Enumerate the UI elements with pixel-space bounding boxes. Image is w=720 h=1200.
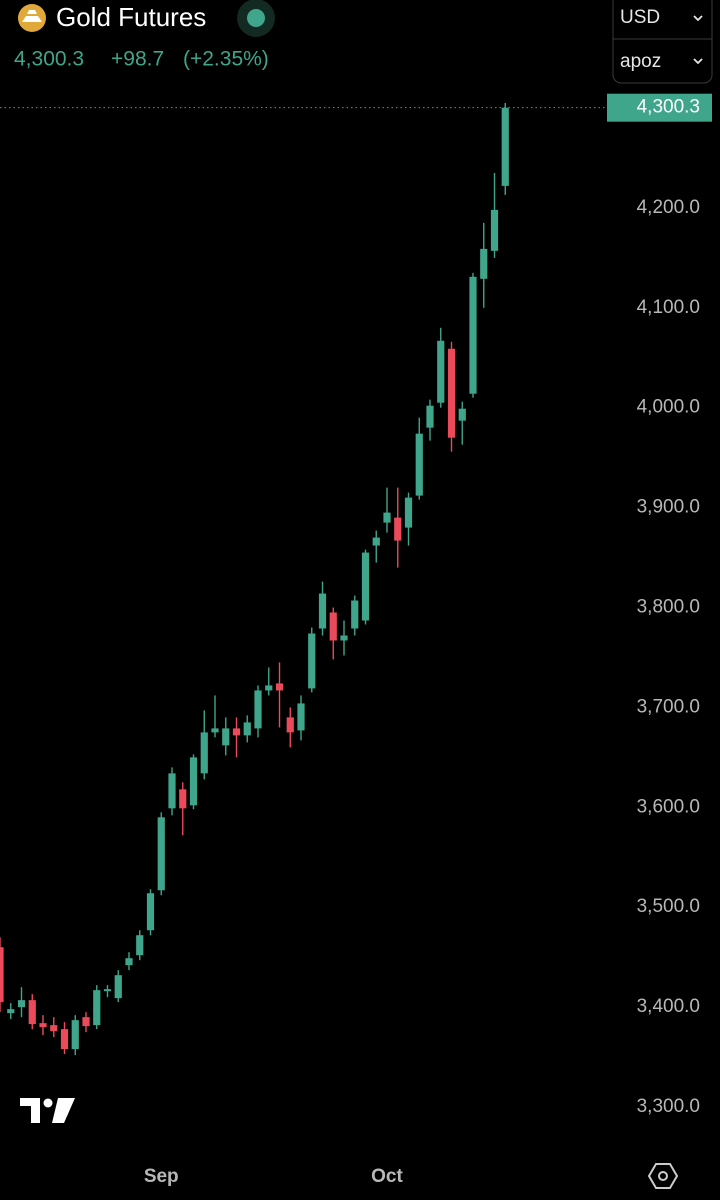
candle-body xyxy=(394,517,402,541)
tradingview-logo xyxy=(20,1098,75,1123)
candle-body xyxy=(318,593,327,629)
candle-body xyxy=(146,893,155,931)
candle-body xyxy=(200,732,208,774)
y-tick-label: 3,500.0 xyxy=(637,896,700,917)
change: +98.7 xyxy=(111,48,164,71)
last-price-label: 4,300.3 xyxy=(637,97,700,118)
candle-body xyxy=(189,757,198,806)
candle-body xyxy=(286,717,294,733)
candle-body xyxy=(39,1023,47,1028)
candle-body xyxy=(243,722,251,736)
candle-body xyxy=(340,635,348,641)
settings-icon[interactable] xyxy=(647,1163,679,1189)
candle-body xyxy=(17,1000,26,1008)
y-tick-label: 3,900.0 xyxy=(637,497,700,518)
y-tick-label: 3,700.0 xyxy=(637,696,700,717)
unit-select[interactable]: apoz xyxy=(620,51,661,72)
y-tick-label: 4,000.0 xyxy=(637,397,700,418)
candle-body xyxy=(114,975,122,999)
candle-body xyxy=(361,552,370,621)
candle-body xyxy=(222,728,230,746)
candle-body xyxy=(50,1025,58,1032)
candle-body xyxy=(308,633,316,689)
candle-body xyxy=(211,728,219,733)
logo-icon xyxy=(22,10,42,22)
candle-body xyxy=(265,685,273,691)
candle-body xyxy=(103,989,112,992)
y-tick-label: 3,600.0 xyxy=(637,796,700,817)
x-tick-label: Oct xyxy=(371,1166,403,1187)
candle-body xyxy=(93,990,101,1026)
candle-body xyxy=(372,537,380,546)
candle-body xyxy=(437,340,445,403)
candle-body xyxy=(125,958,133,966)
y-tick-label: 4,100.0 xyxy=(637,297,700,318)
candle-body xyxy=(179,789,187,809)
candle-body xyxy=(254,690,262,729)
y-tick-label: 4,200.0 xyxy=(637,197,700,218)
candle-body xyxy=(351,600,359,629)
status-dot xyxy=(247,9,265,27)
candle-body xyxy=(71,1020,79,1050)
chevrons xyxy=(693,15,703,65)
candle-body xyxy=(232,728,241,736)
y-tick-label: 3,300.0 xyxy=(637,1096,700,1117)
candle-body xyxy=(297,703,305,731)
title: Gold Futures xyxy=(56,2,206,32)
candle-body xyxy=(136,935,144,956)
change-pct: (+2.35%) xyxy=(183,48,269,71)
candle-body xyxy=(458,408,466,421)
y-tick-label: 3,400.0 xyxy=(637,996,700,1017)
last-price-box xyxy=(607,93,712,122)
candle-body xyxy=(469,276,477,394)
candle-body xyxy=(28,1000,36,1025)
candle-body xyxy=(275,683,284,691)
candle-body xyxy=(383,512,391,523)
candle-body xyxy=(82,1017,90,1027)
x-tick-label: Sep xyxy=(144,1166,179,1187)
candle-body xyxy=(490,209,499,251)
candle-body xyxy=(7,1009,15,1014)
candle-body xyxy=(447,348,456,438)
candle-body xyxy=(329,612,337,641)
currency-select[interactable]: USD xyxy=(620,7,660,28)
candle-body xyxy=(404,497,413,528)
candle-body xyxy=(0,947,4,1003)
candle-body xyxy=(480,248,488,279)
candle-body xyxy=(157,817,165,891)
candle-body xyxy=(60,1029,69,1050)
candle-body xyxy=(168,773,176,809)
candle-body xyxy=(426,405,434,428)
y-tick-label: 3,800.0 xyxy=(637,597,700,618)
price: 4,300.3 xyxy=(14,48,84,71)
candle-body xyxy=(501,107,509,186)
candle-body xyxy=(415,433,423,496)
